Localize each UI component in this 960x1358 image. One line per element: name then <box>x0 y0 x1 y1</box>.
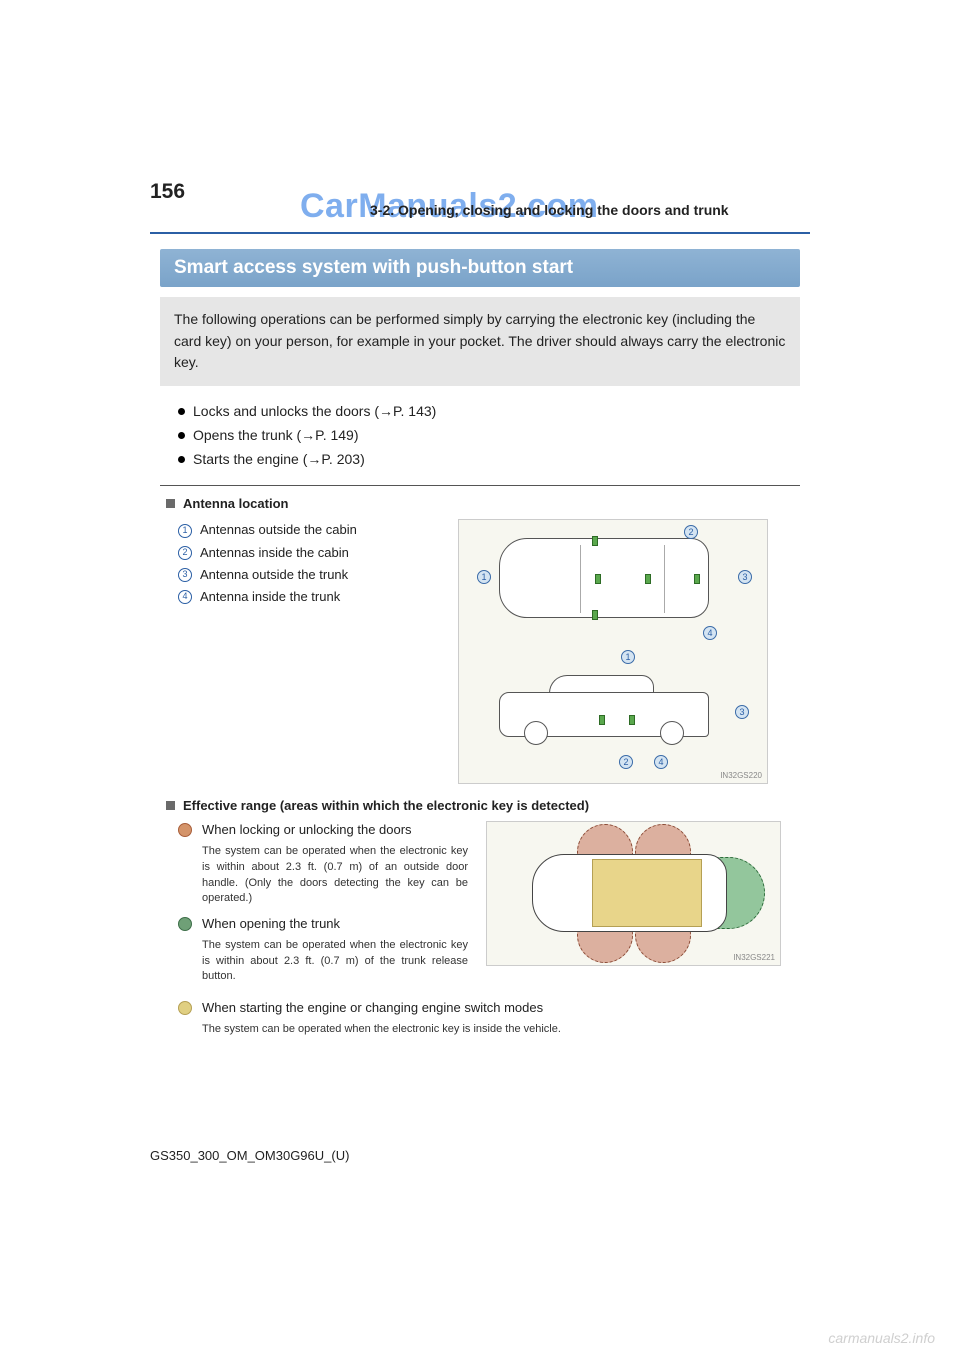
bullet-dot-icon <box>178 432 185 439</box>
diagram-code: IN32GS220 <box>720 771 762 780</box>
circle-number-icon: 2 <box>178 546 192 560</box>
car-door-outline <box>580 545 665 613</box>
antenna-marker <box>645 574 651 584</box>
range-heading-text: Effective range (areas within which the … <box>183 798 589 813</box>
callout-4: 4 <box>703 626 717 640</box>
range-item-title: When locking or unlocking the doors <box>202 821 468 839</box>
circle-number-icon: 3 <box>178 568 192 582</box>
square-bullet-icon <box>166 801 175 810</box>
circle-number-icon: 1 <box>178 524 192 538</box>
antenna-heading: Antenna location <box>166 496 810 511</box>
bullet-text: Locks and unlocks the doors (→P. 143) <box>193 400 436 424</box>
range-item-title: When opening the trunk <box>202 915 468 933</box>
bullet-item: Locks and unlocks the doors (→P. 143) <box>178 400 810 424</box>
range-item-desc: The system can be operated when the elec… <box>202 938 468 986</box>
antenna-marker <box>592 610 598 620</box>
callout-2: 2 <box>684 525 698 539</box>
divider <box>160 485 800 486</box>
square-bullet-icon <box>166 499 175 508</box>
range-item-body: When opening the trunk The system can be… <box>202 915 468 985</box>
bullet-item: Opens the trunk (→P. 149) <box>178 424 810 448</box>
antenna-section: 1 Antennas outside the cabin 2 Antennas … <box>178 519 810 784</box>
range-item-body: When starting the engine or changing eng… <box>202 999 561 1037</box>
footer-code: GS350_300_OM_OM30G96U_(U) <box>150 1148 349 1163</box>
car-top-view <box>499 538 709 618</box>
bullet-list: Locks and unlocks the doors (→P. 143) Op… <box>178 400 810 471</box>
callout-3: 3 <box>735 705 749 719</box>
callout-1: 1 <box>477 570 491 584</box>
footer-watermark: carmanuals2.info <box>828 1330 935 1346</box>
page-content: 156 3-2. Opening, closing and locking th… <box>150 180 810 1046</box>
range-item-desc: The system can be operated when the elec… <box>202 844 468 908</box>
antenna-item: 3 Antenna outside the trunk <box>178 564 438 586</box>
bullet-dot-icon <box>178 408 185 415</box>
range-item-body: When locking or unlocking the doors The … <box>202 821 468 907</box>
range-item-desc: The system can be operated when the elec… <box>202 1022 561 1038</box>
antenna-item-text: Antenna inside the trunk <box>200 586 340 608</box>
range-item: When opening the trunk The system can be… <box>178 915 468 985</box>
antenna-marker <box>694 574 700 584</box>
circle-number-icon: 4 <box>178 590 192 604</box>
callout-1: 1 <box>621 650 635 664</box>
wheel-icon <box>524 721 548 745</box>
range-diagram: IN32GS221 <box>486 821 781 966</box>
callout-4: 4 <box>654 755 668 769</box>
callout-3: 3 <box>738 570 752 584</box>
antenna-item-text: Antennas inside the cabin <box>200 542 349 564</box>
page-number: 156 <box>150 180 185 203</box>
intro-box: The following operations can be performe… <box>160 297 800 386</box>
bullet-dot-icon <box>178 456 185 463</box>
color-dot-icon <box>178 823 192 837</box>
antenna-item: 1 Antennas outside the cabin <box>178 519 438 541</box>
color-dot-icon <box>178 917 192 931</box>
antenna-item: 4 Antenna inside the trunk <box>178 586 438 608</box>
range-heading: Effective range (areas within which the … <box>166 798 810 813</box>
antenna-marker <box>599 715 605 725</box>
antenna-list: 1 Antennas outside the cabin 2 Antennas … <box>178 519 438 784</box>
range-text-column: When locking or unlocking the doors The … <box>178 821 468 993</box>
range-section: When locking or unlocking the doors The … <box>178 821 810 993</box>
antenna-marker <box>629 715 635 725</box>
antenna-item-text: Antennas outside the cabin <box>200 519 357 541</box>
diagram-code: IN32GS221 <box>733 953 775 962</box>
antenna-item: 2 Antennas inside the cabin <box>178 542 438 564</box>
range-full-item: When starting the engine or changing eng… <box>178 999 810 1037</box>
section-title: Smart access system with push-button sta… <box>160 249 800 287</box>
range-item: When starting the engine or changing eng… <box>178 999 778 1037</box>
callout-2: 2 <box>619 755 633 769</box>
antenna-diagram: 1 2 3 4 1 3 2 4 IN32GS220 <box>458 519 768 784</box>
bullet-text: Opens the trunk (→P. 149) <box>193 424 359 448</box>
antenna-heading-text: Antenna location <box>183 496 288 511</box>
breadcrumb: 3-2. Opening, closing and locking the do… <box>370 202 729 218</box>
antenna-marker <box>592 536 598 546</box>
antenna-marker <box>595 574 601 584</box>
header-divider <box>150 232 810 234</box>
range-item-title: When starting the engine or changing eng… <box>202 999 561 1017</box>
range-item: When locking or unlocking the doors The … <box>178 821 468 907</box>
cabin-range-zone <box>592 859 702 927</box>
page-header: 156 3-2. Opening, closing and locking th… <box>150 180 810 204</box>
wheel-icon <box>660 721 684 745</box>
bullet-text: Starts the engine (→P. 203) <box>193 448 365 472</box>
car-side-view <box>499 670 709 745</box>
color-dot-icon <box>178 1001 192 1015</box>
bullet-item: Starts the engine (→P. 203) <box>178 448 810 472</box>
antenna-item-text: Antenna outside the trunk <box>200 564 348 586</box>
